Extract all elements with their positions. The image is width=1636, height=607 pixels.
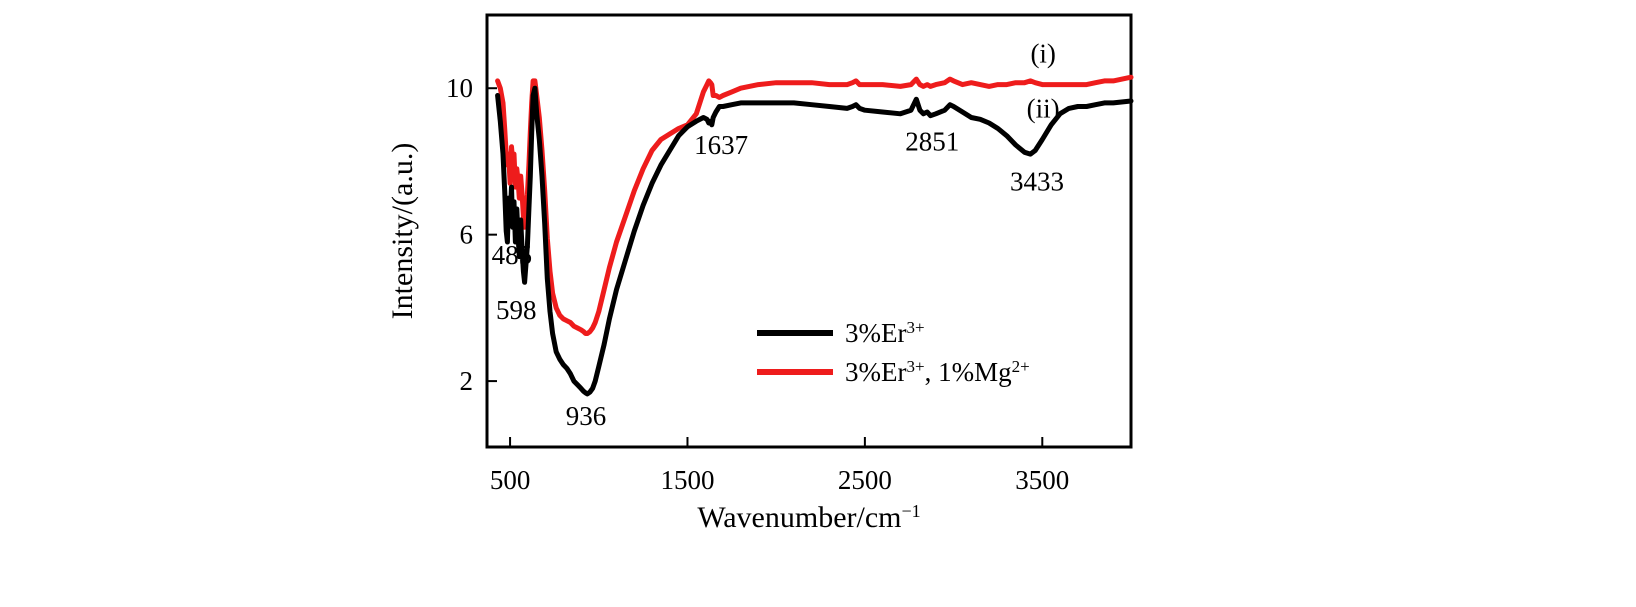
peak-label: (ii) <box>1027 94 1060 124</box>
series-lines <box>495 74 1134 397</box>
x-tick-label: 3500 <box>1015 465 1069 495</box>
peak-label: 2851 <box>905 126 959 156</box>
plot-frame <box>485 13 1133 449</box>
peak-label: (i) <box>1030 39 1055 69</box>
peak-label: 485 <box>492 240 533 270</box>
legend-label-base: 3%Er <box>845 357 906 387</box>
legend-label-base: 3%Er <box>845 318 906 348</box>
legend-label-tail: , 1%Mg <box>925 357 1012 387</box>
x-axis-label: Wavenumber/cm−1 <box>697 501 920 534</box>
x-tick-label: 500 <box>490 465 531 495</box>
legend-label-tail-superscript: 2+ <box>1012 357 1030 376</box>
peak-annotations: 485 598 936 1637 2851 3433 (i) (ii) <box>492 39 1064 431</box>
y-tick-label: 2 <box>460 366 474 396</box>
series-line <box>495 74 1134 336</box>
y-tick-label: 10 <box>446 73 473 103</box>
series-line <box>495 85 1134 397</box>
x-tick-label: 2500 <box>838 465 892 495</box>
legend-label-superscript: 3+ <box>906 318 924 337</box>
y-axis-label: Intensity/(a.u.) <box>386 143 419 320</box>
x-axis-label-superscript: −1 <box>902 501 921 521</box>
legend-label: 3%Er3+ <box>845 318 925 349</box>
peak-label: 1637 <box>694 130 748 160</box>
legend: 3%Er3+3%Er3+, 1%Mg2+ <box>757 318 1030 388</box>
x-tick-label: 1500 <box>660 465 714 495</box>
y-tick-label: 6 <box>460 220 474 250</box>
peak-label: 598 <box>496 295 537 325</box>
y-axis-ticks: 2 6 10 <box>446 73 497 396</box>
x-axis-ticks: 500 1500 2500 3500 <box>490 437 1069 495</box>
peak-label: 3433 <box>1010 167 1064 197</box>
peak-label: 936 <box>566 401 607 431</box>
x-axis-label-main: Wavenumber/cm <box>697 501 901 534</box>
legend-label: 3%Er3+, 1%Mg2+ <box>845 357 1030 388</box>
legend-label-superscript: 3+ <box>906 357 924 376</box>
